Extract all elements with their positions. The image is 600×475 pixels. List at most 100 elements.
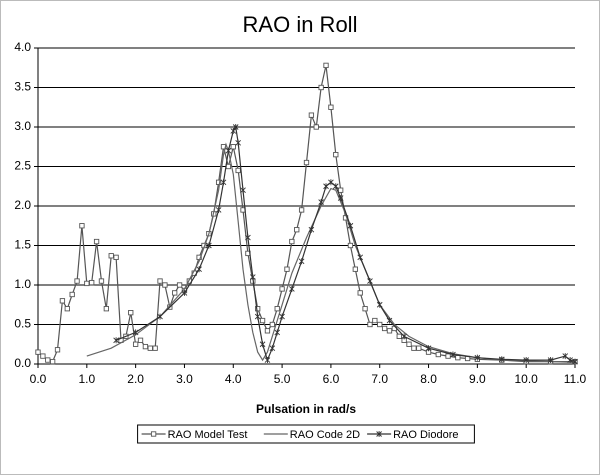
marker [523,357,530,364]
marker [232,124,239,130]
marker [150,431,157,437]
marker [45,357,51,363]
x-tick-label: 2.0 [127,372,144,386]
marker [313,124,319,130]
marker [362,306,368,312]
marker [337,195,344,202]
marker [289,285,295,292]
marker [333,151,339,158]
x-tick-label: 5.0 [274,372,291,386]
marker [308,226,315,233]
marker [215,206,222,213]
marker [196,266,202,273]
legend-label: RAO Diodore [393,429,458,441]
marker [172,290,178,296]
marker [49,358,56,365]
marker [215,179,222,185]
x-tick-label: 7.0 [371,372,388,386]
marker [294,227,300,233]
marker [54,347,61,353]
marker [132,329,139,336]
marker [132,341,139,347]
marker [367,321,373,328]
marker [474,354,481,361]
marker [269,345,276,352]
chart-title: RAO in Roll [243,12,358,37]
marker [308,112,315,118]
marker [318,84,324,91]
y-tick-label: 4.0 [14,40,31,54]
marker [572,358,578,365]
marker [450,351,456,358]
marker [59,298,66,304]
y-tick-label: 1.5 [14,238,31,252]
y-tick-label: 0.0 [14,356,31,370]
marker [269,321,275,328]
marker [181,289,188,296]
marker [74,278,80,284]
marker [254,313,261,320]
y-tick-label: 3.5 [14,80,31,94]
x-tick-label: 1.0 [78,372,95,386]
marker [137,337,144,343]
marker [386,317,393,324]
marker [240,187,246,194]
marker [235,139,241,146]
x-tick-label: 3.0 [176,372,193,386]
y-tick-label: 2.5 [14,159,31,173]
marker [79,223,85,229]
legend-label: RAO Code 2D [290,429,360,441]
marker [386,328,393,334]
marker [142,343,149,350]
marker [245,234,251,241]
marker [328,179,334,186]
marker [303,159,310,166]
marker [274,329,281,336]
x-tick-label: 9.0 [469,372,486,386]
marker [381,325,388,332]
marker [455,355,461,361]
x-tick-label: 0.0 [30,372,47,386]
marker [567,357,573,364]
y-tick-label: 1.0 [14,277,31,291]
marker [445,353,451,359]
marker [264,328,271,334]
marker [425,345,432,352]
marker [357,254,364,261]
marker [298,207,305,213]
legend-box [137,424,475,444]
marker [157,313,163,320]
marker [562,353,569,360]
marker [498,356,505,363]
marker [230,144,236,150]
x-tick-label: 8.0 [420,372,437,386]
marker [64,306,70,312]
marker [377,321,383,328]
marker [279,313,285,320]
marker [328,104,334,110]
marker [332,183,339,190]
marker [289,238,295,245]
marker [547,357,554,364]
marker [89,279,95,286]
legend-label: RAO Model Test [168,429,248,441]
marker [298,258,305,265]
marker [376,301,383,308]
marker [372,317,378,324]
marker [152,345,158,351]
marker [435,351,441,358]
marker [396,333,402,339]
marker [35,349,41,355]
marker [147,345,153,351]
marker [113,337,119,344]
marker [98,278,105,284]
marker [357,290,363,296]
marker [162,282,168,288]
marker [225,147,232,154]
marker [274,306,280,312]
x-tick-label: 10.0 [515,372,539,386]
marker [108,253,114,259]
marker [411,345,417,351]
marker [347,242,354,249]
